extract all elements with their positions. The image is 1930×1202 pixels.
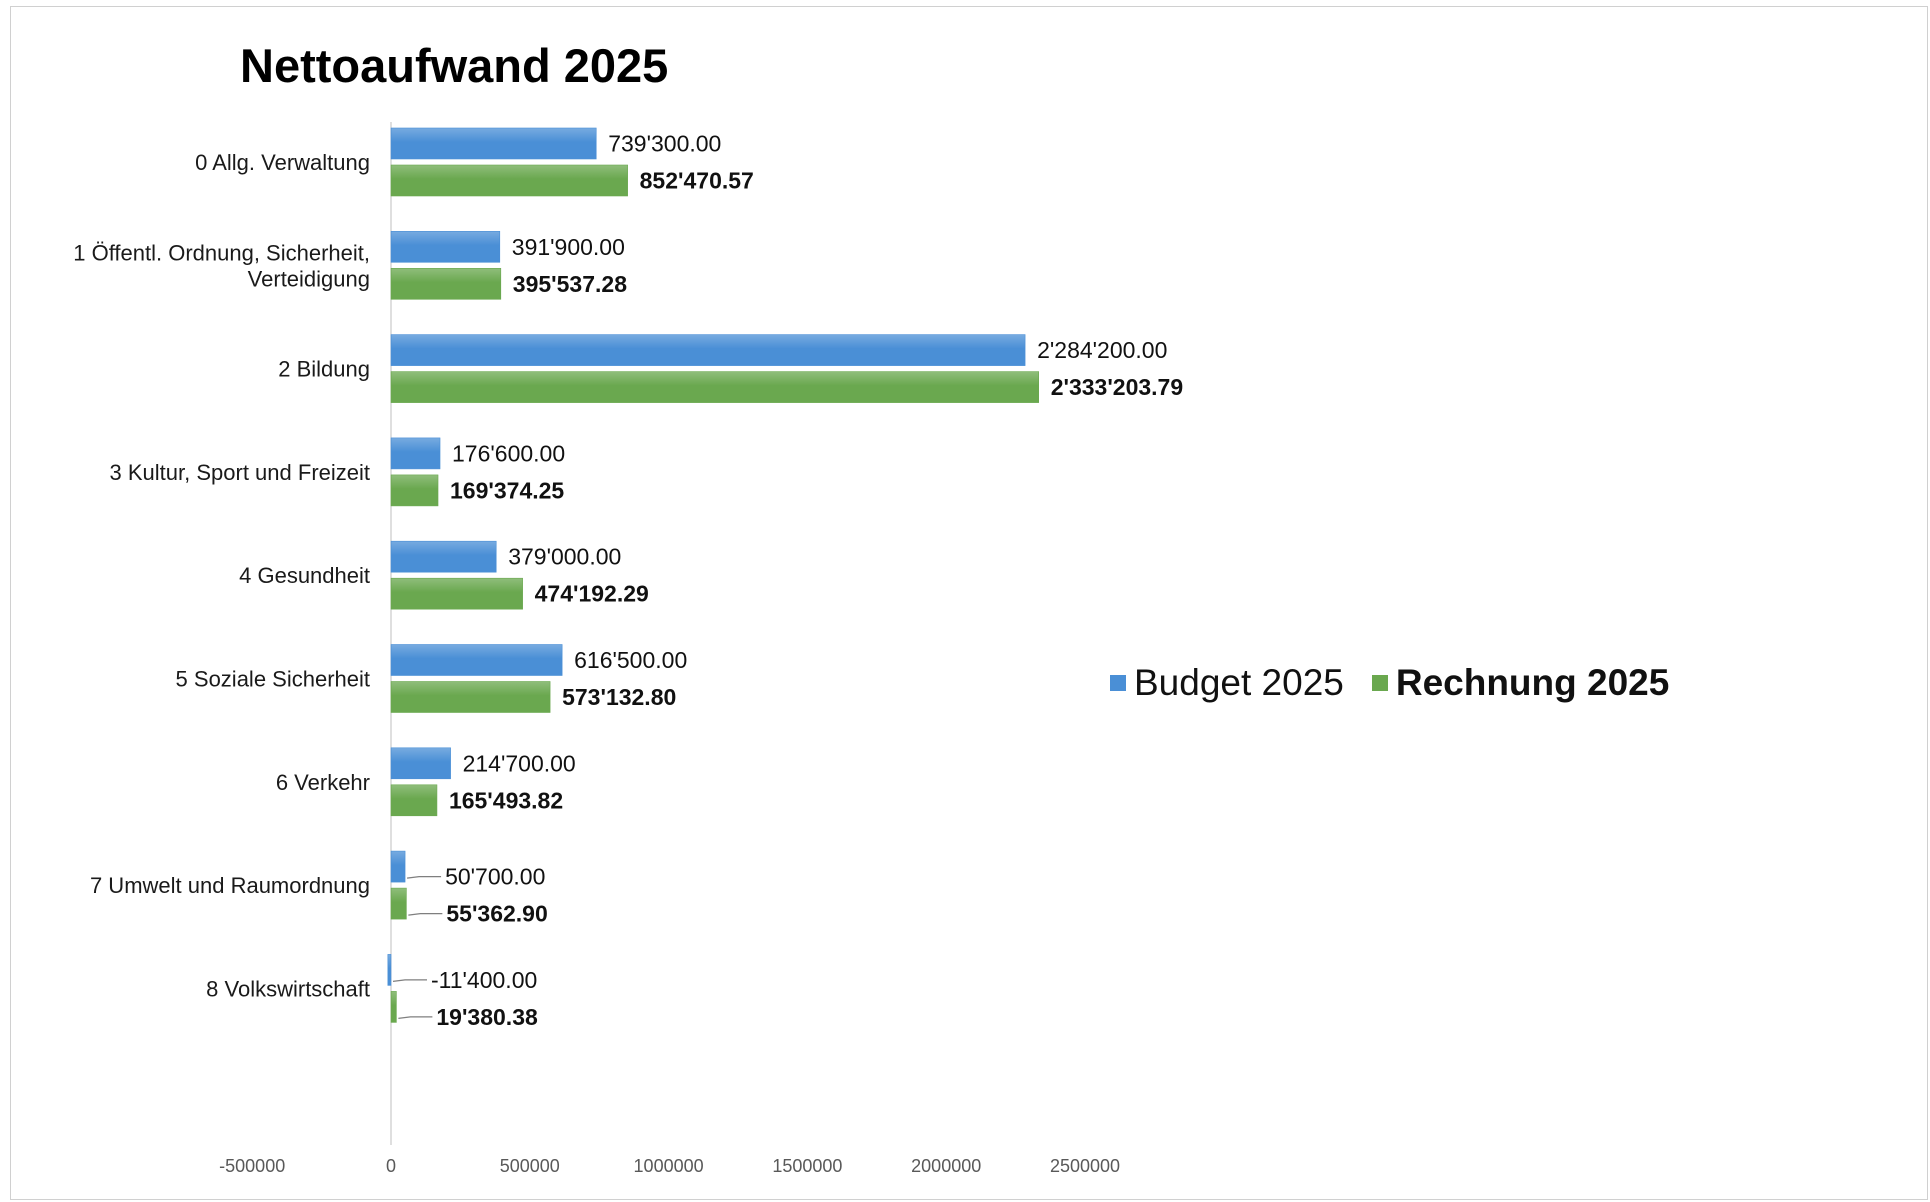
bar-budget <box>390 747 451 780</box>
value-label-budget: 50'700.00 <box>445 864 545 890</box>
category-label: 0 Allg. Verwaltung <box>195 150 370 175</box>
value-label-rechnung: 474'192.29 <box>535 581 649 607</box>
bar-rechnung <box>390 577 523 610</box>
x-tick-label: 2000000 <box>911 1156 981 1176</box>
category-label: 4 Gesundheit <box>239 563 370 588</box>
value-label-budget: 2'284'200.00 <box>1037 337 1167 363</box>
bar-rechnung <box>390 681 551 713</box>
x-tick-label: 500000 <box>500 1156 560 1176</box>
value-label-rechnung: 55'362.90 <box>446 901 547 927</box>
category-label: 5 Soziale Sicherheit <box>176 667 370 692</box>
bar-budget <box>390 644 563 676</box>
bar-budget <box>390 850 406 883</box>
value-label-rechnung: 165'493.82 <box>449 787 563 813</box>
x-tick-label: 1500000 <box>772 1156 842 1176</box>
x-tick-label: -500000 <box>219 1156 285 1176</box>
category-label: 3 Kultur, Sport und Freizeit <box>110 460 370 485</box>
chart-legend: Budget 2025 Rechnung 2025 <box>1110 662 1697 704</box>
value-label-budget: 379'000.00 <box>508 544 621 570</box>
legend-item-rechnung: Rechnung 2025 <box>1371 662 1670 704</box>
value-label-budget: 739'300.00 <box>608 131 721 157</box>
leader-line <box>408 912 443 916</box>
bar-rechnung <box>390 784 438 817</box>
value-label-budget: 214'700.00 <box>463 750 576 776</box>
value-label-rechnung: 395'537.28 <box>513 271 627 297</box>
category-label: Verteidigung <box>248 266 370 291</box>
legend-swatch-rechnung <box>1371 675 1388 691</box>
x-tick-label: 1000000 <box>634 1156 704 1176</box>
leader-line <box>398 1016 433 1020</box>
bar-budget <box>390 231 501 263</box>
bar-budget <box>390 437 441 470</box>
category-label: 8 Volkswirtschaft <box>206 976 370 1001</box>
x-tick-label: 0 <box>386 1156 396 1176</box>
bar-budget <box>390 334 1026 366</box>
value-label-rechnung: 19'380.38 <box>436 1004 538 1030</box>
category-label: 6 Verkehr <box>276 770 370 795</box>
category-label: 2 Bildung <box>278 357 370 382</box>
value-label-rechnung: 2'333'203.79 <box>1051 374 1183 400</box>
bar-rechnung <box>390 991 397 1023</box>
x-tick-label: 2500000 <box>1050 1156 1120 1176</box>
value-label-rechnung: 852'470.57 <box>640 168 754 194</box>
bar-rechnung <box>390 474 439 507</box>
legend-swatch-budget <box>1110 675 1126 691</box>
leader-line <box>392 979 427 983</box>
category-label: 1 Öffentl. Ordnung, Sicherheit, <box>73 240 370 265</box>
value-label-budget: 391'900.00 <box>512 234 625 260</box>
chart-frame <box>10 6 1928 1200</box>
value-label-rechnung: 169'374.25 <box>450 477 564 503</box>
legend-label-rechnung: Rechnung 2025 <box>1395 662 1670 703</box>
legend-label-budget: Budget 2025 <box>1134 662 1344 703</box>
chart-title: Nettoaufwand 2025 <box>240 39 669 92</box>
legend-item-budget: Budget 2025 <box>1110 662 1344 704</box>
bar-rechnung <box>390 887 407 920</box>
bar-rechnung <box>390 371 1039 403</box>
category-label: 7 Umwelt und Raumordnung <box>90 873 370 898</box>
bar-rechnung <box>390 164 628 197</box>
value-label-budget: -11'400.00 <box>431 967 537 993</box>
leader-line <box>406 875 442 879</box>
bar-rechnung <box>390 267 502 300</box>
value-label-rechnung: 573'132.80 <box>562 684 676 710</box>
value-label-budget: 616'500.00 <box>574 647 687 673</box>
value-label-budget: 176'600.00 <box>452 440 565 466</box>
bar-budget <box>390 540 497 573</box>
bar-budget <box>390 127 597 160</box>
bar-budget <box>387 954 392 986</box>
